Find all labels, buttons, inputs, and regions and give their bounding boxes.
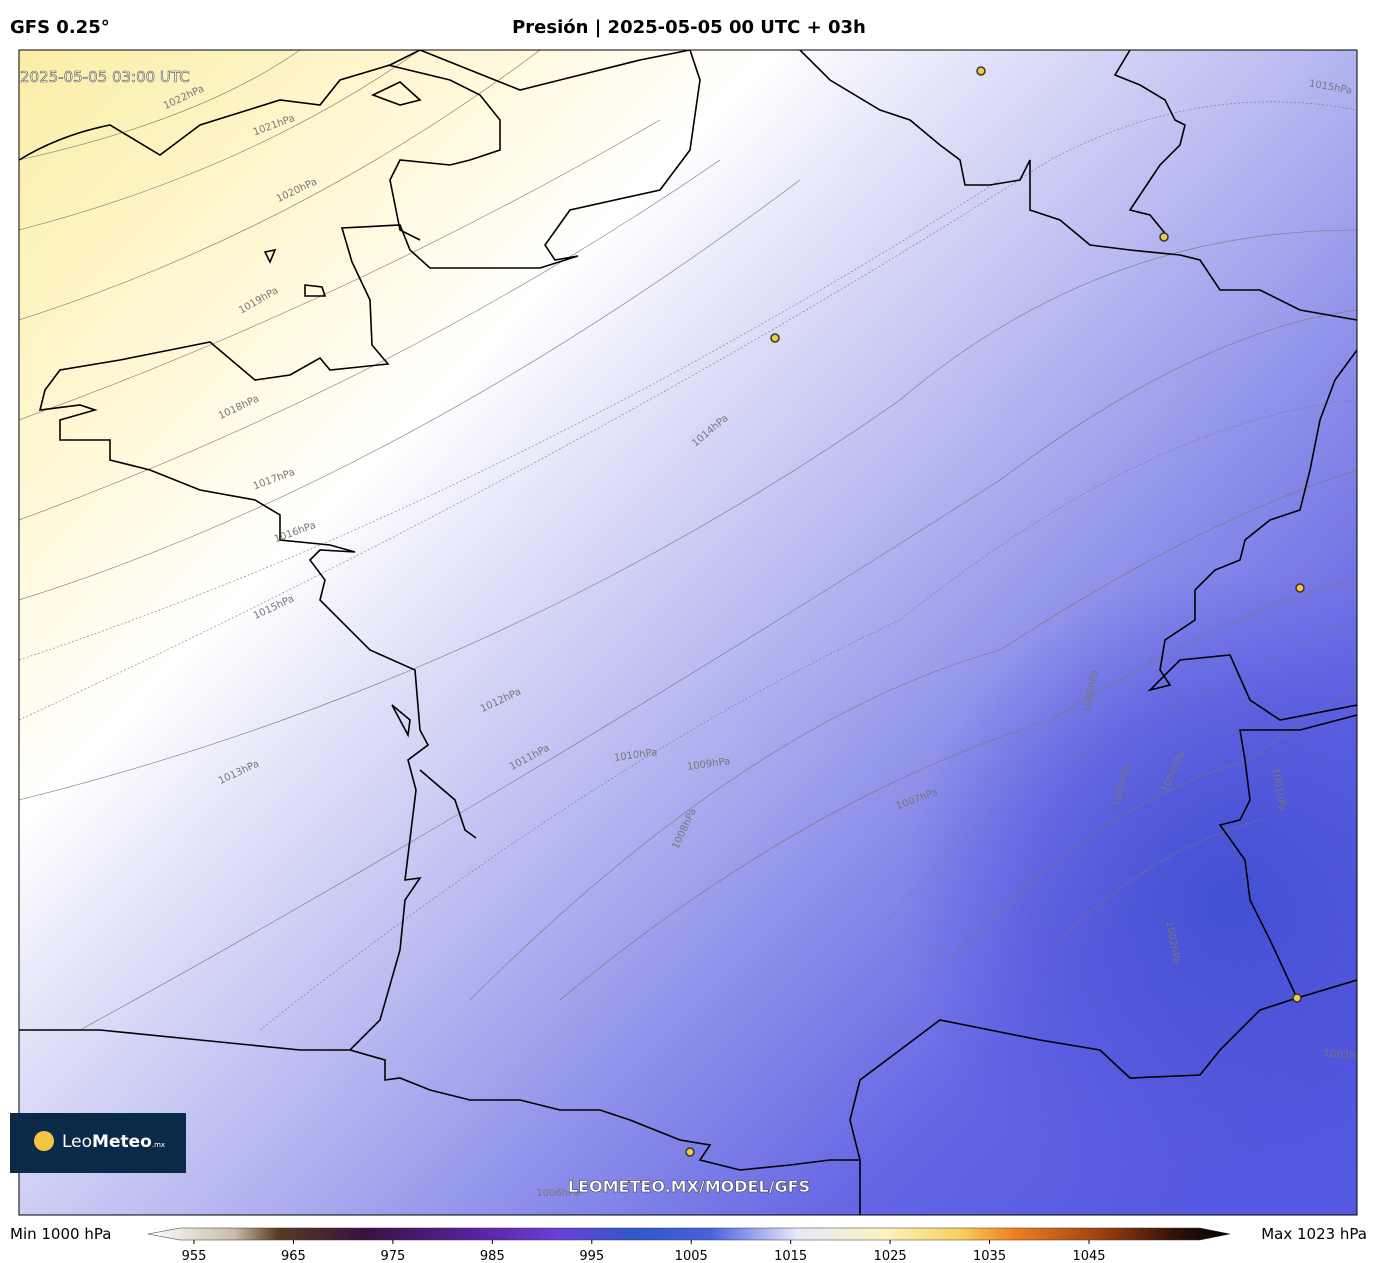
min-label: Min 1000 hPa: [10, 1225, 111, 1243]
svg-text:LeoMeteo.mx: LeoMeteo.mx: [62, 1132, 165, 1152]
model-label: GFS 0.25°: [10, 17, 110, 38]
city-markers: [685, 66, 1305, 1157]
map-frame: [18, 49, 1358, 1216]
tick-label: 1035: [973, 1249, 1006, 1263]
timestamp: 2025-05-05 03:00 UTC: [20, 68, 190, 86]
tick-label: 995: [579, 1249, 604, 1263]
map: 1022hPa1021hPa1020hPa1019hPa1018hPa1017h…: [19, 50, 1367, 1215]
logo-light: Leo: [62, 1132, 92, 1152]
logo-suffix: .mx: [152, 1141, 165, 1149]
low-pressure: [19, 50, 1357, 1215]
tick-label: 975: [380, 1249, 405, 1263]
tick-label: 1045: [1072, 1249, 1105, 1263]
logo: LeoMeteo.mx: [10, 1113, 186, 1173]
tick-label: 1025: [874, 1249, 907, 1263]
logo-bold: Meteo: [92, 1132, 152, 1152]
isobars: [19, 50, 1357, 1031]
contour-label: 1003hPa: [1323, 1048, 1367, 1063]
tick-label: 1005: [675, 1249, 708, 1263]
contour-label: 1006hPa: [536, 1188, 580, 1199]
tick-label: 965: [281, 1249, 306, 1263]
colorbar: [147, 1227, 1231, 1241]
colorbar-ticks: 955 965 975 985 995 1005 1015 1025 1035 1045: [182, 1240, 1106, 1263]
tick-label: 1015: [774, 1249, 807, 1263]
coastlines: [19, 50, 1357, 1215]
title: Presión | 2025-05-05 00 UTC + 03h: [512, 17, 866, 38]
max-label: Max 1023 hPa: [1261, 1225, 1367, 1243]
watermark: LEOMETEO.MX/MODEL/GFS: [568, 1177, 810, 1196]
tick-label: 955: [182, 1249, 207, 1263]
tick-label: 985: [480, 1249, 505, 1263]
